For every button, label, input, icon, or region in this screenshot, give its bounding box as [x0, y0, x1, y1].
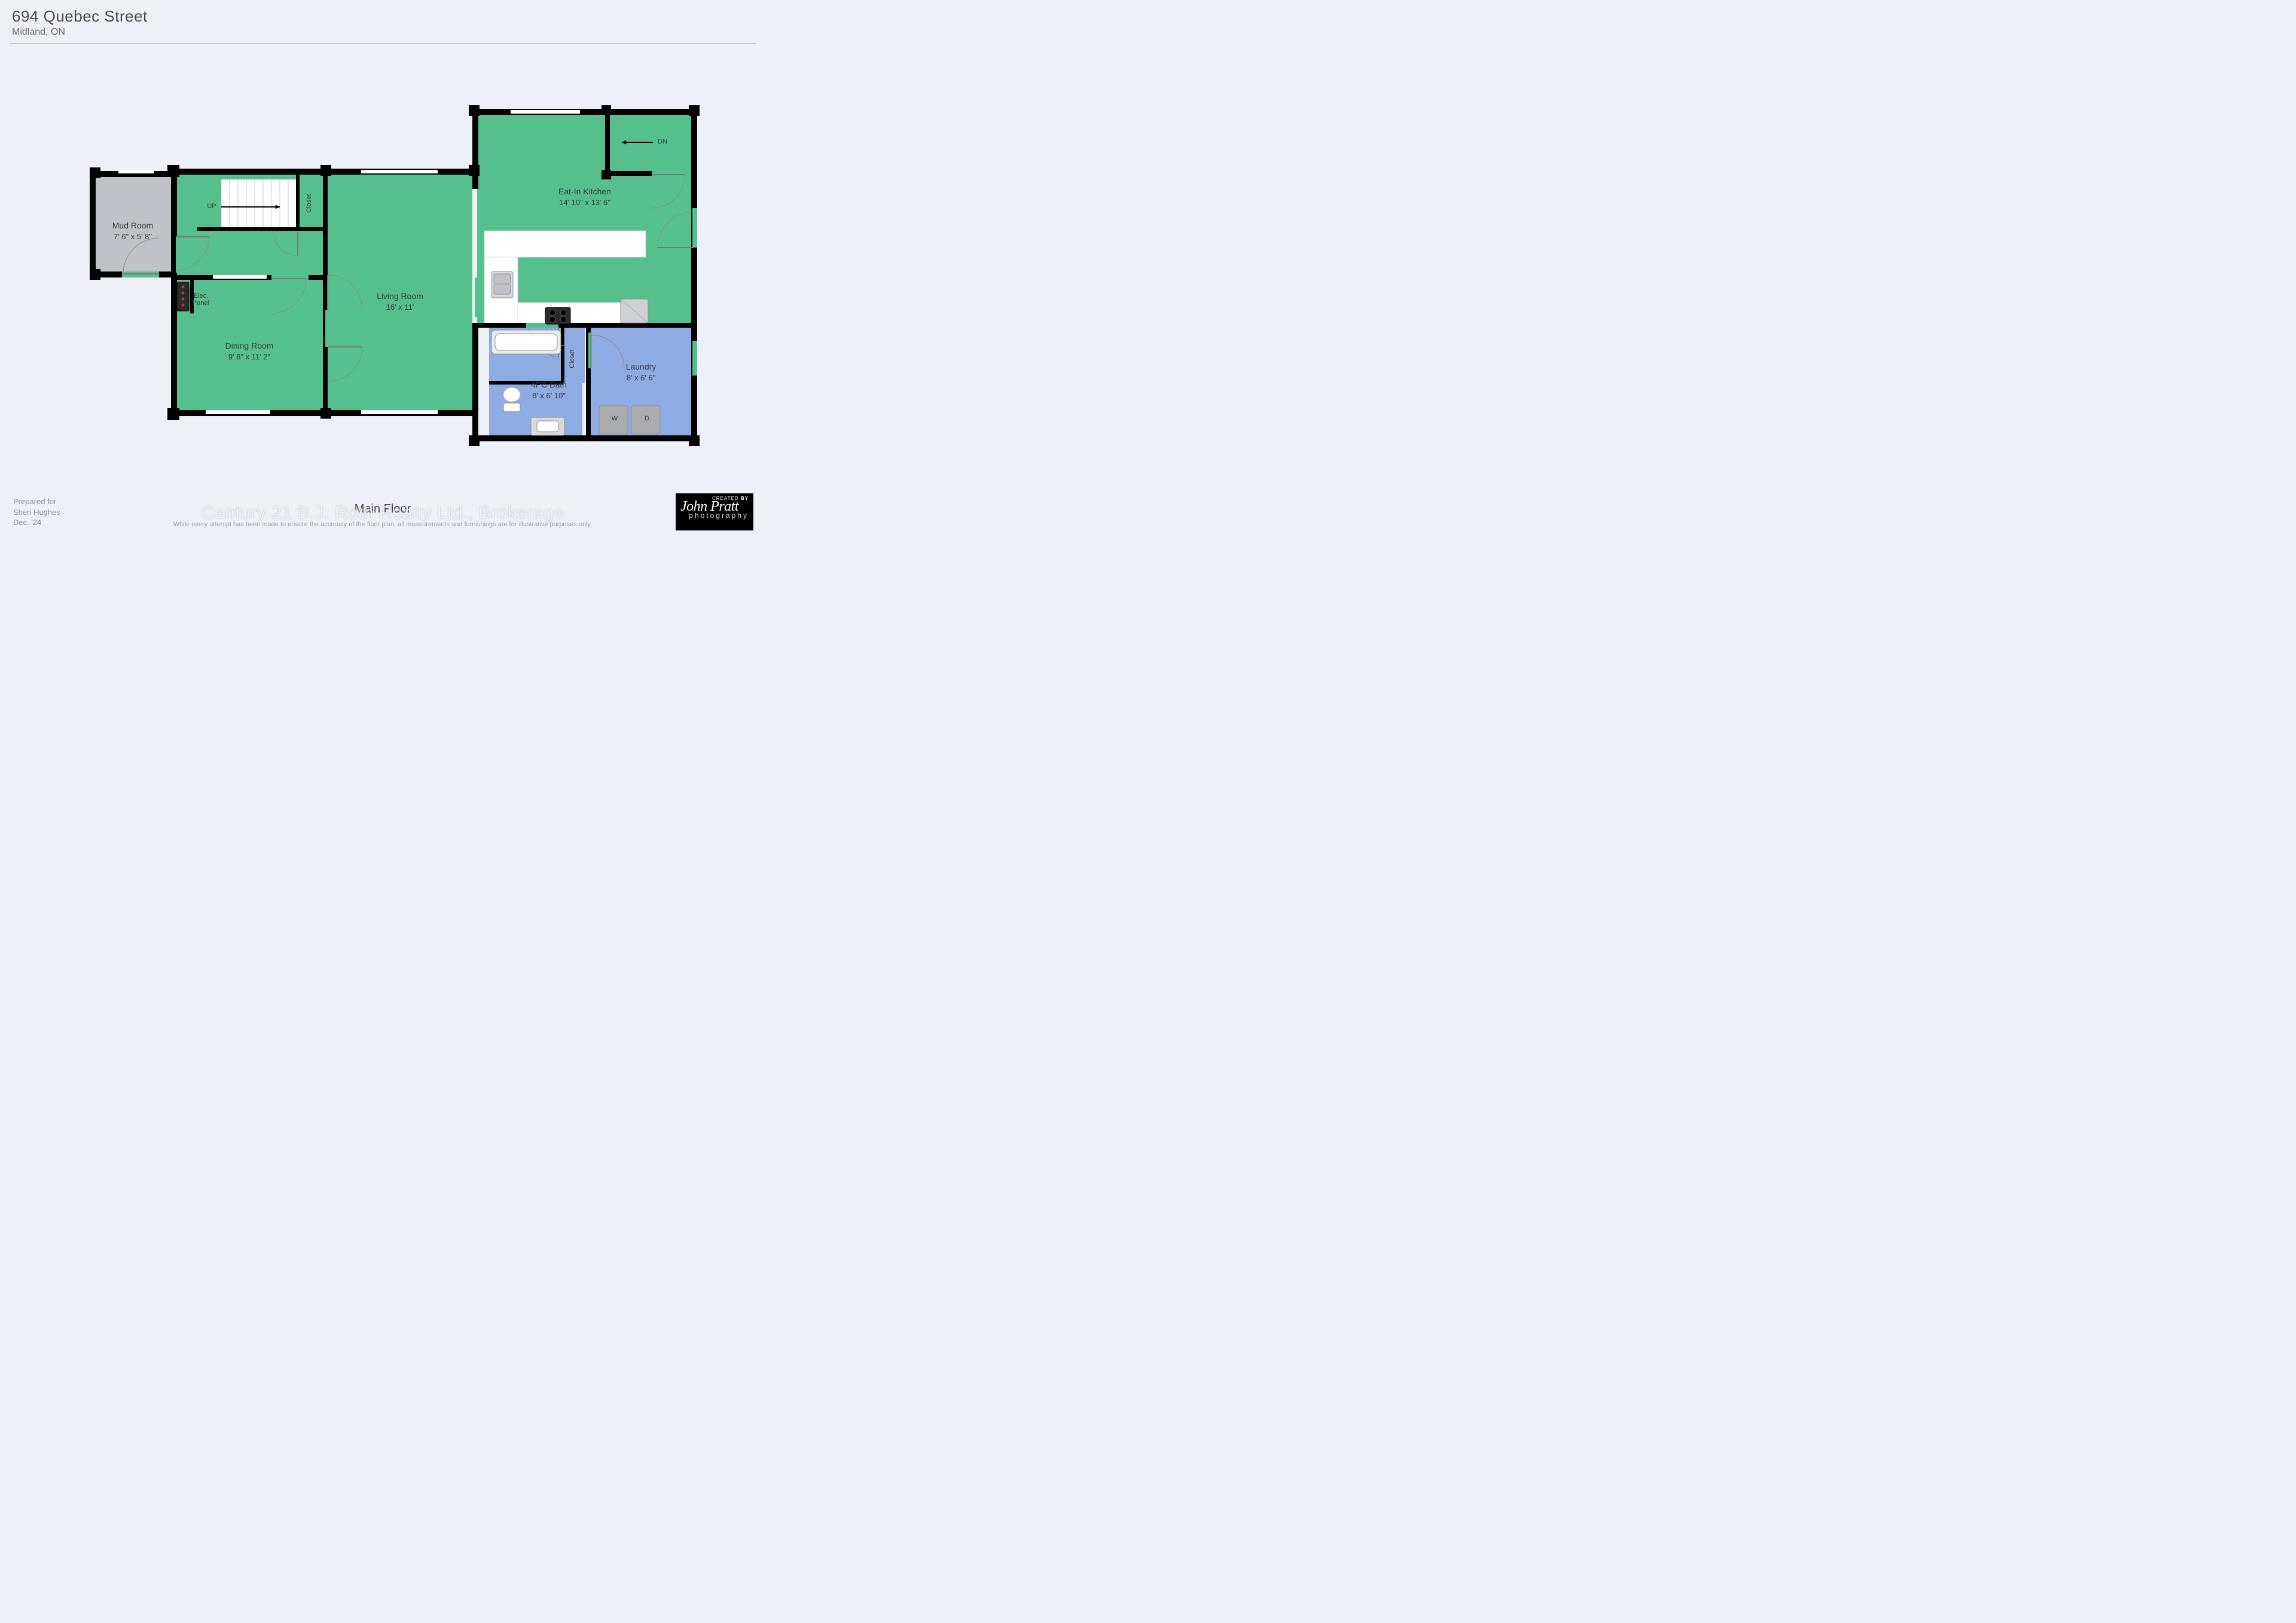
prepared-label: Prepared for [13, 496, 60, 507]
wall-pilaster [689, 105, 700, 116]
disclaimer-text: While every attempt has been made to ens… [173, 521, 593, 528]
room-stairDN [606, 114, 692, 173]
prepared-name: Sheri Hughes [13, 507, 60, 518]
wall [197, 227, 323, 231]
small-label: DN [658, 138, 667, 145]
address-line: 694 Quebec Street [12, 7, 148, 26]
wall-opening [475, 277, 477, 317]
fixture-toilet [503, 388, 520, 411]
wall-pilaster [167, 408, 179, 420]
counter [484, 231, 646, 257]
header: 694 Quebec Street Midland, ON [12, 7, 148, 38]
prepared-for-block: Prepared for Sheri Hughes Dec. '24 [13, 496, 60, 528]
wall-opening [692, 341, 697, 376]
wall-opening [176, 237, 178, 273]
wall-pilaster [320, 408, 331, 419]
wall [605, 171, 653, 176]
room-label-bathcloset: Closet [569, 349, 576, 368]
stairs [221, 179, 297, 227]
wall [605, 114, 610, 176]
fixture-sink-double [491, 271, 513, 298]
small-label: UP [207, 203, 216, 210]
room-label-dining: Dining Room [225, 341, 274, 350]
fixture-fridge [621, 299, 648, 323]
floor-plan-svg: Mud Room 7' 6" x 5' 8" Dining Room 9' 8" x … [0, 60, 765, 478]
window [361, 170, 438, 173]
wall [472, 323, 478, 441]
header-rule [10, 43, 756, 44]
fixture-tub [491, 330, 561, 354]
wall-pilaster [320, 165, 331, 176]
window [118, 170, 154, 173]
prepared-date: Dec. '24 [13, 517, 60, 528]
wall-pilaster [602, 170, 611, 179]
room-dim-dining: 9' 8" x 11' 2" [228, 352, 271, 361]
wall-pilaster [689, 435, 700, 446]
room-label-laundry: Laundry [626, 362, 657, 371]
counter [518, 303, 637, 324]
small-label: W [612, 415, 618, 422]
wall [90, 171, 96, 276]
wall-pilaster [469, 165, 480, 176]
wall-opening [692, 208, 697, 248]
wall-pilaster [90, 269, 100, 280]
wall-pilaster [469, 435, 480, 446]
window [206, 410, 270, 414]
room-label-living: Living Room [377, 291, 423, 301]
room-dim-living: 16' x 11' [386, 303, 414, 312]
window [213, 275, 267, 279]
small-label: D [645, 415, 649, 422]
room-label-hallcloset: Closet [306, 194, 313, 212]
room-dim-bath: 8' x 6' 10" [532, 391, 566, 400]
floor-title: Main Floor [355, 502, 411, 516]
floor-plan: Mud Room 7' 6" x 5' 8" Dining Room 9' 8" x … [0, 60, 765, 478]
room-dim-laundry: 8' x 6' 6" [627, 373, 656, 382]
small-label: Elec. [194, 292, 208, 300]
wall [472, 109, 697, 115]
room-dim-kitchen: 14' 10" x 13' 6" [559, 198, 610, 207]
wall [296, 173, 300, 230]
wall-opening [298, 233, 323, 238]
logo-subtitle: photography [680, 511, 749, 520]
wall [691, 109, 697, 441]
wall [472, 109, 478, 175]
wall [323, 173, 328, 411]
small-label: Panel [193, 300, 209, 307]
wall-pilaster [90, 167, 100, 178]
room-label-mud: Mud Room [112, 221, 153, 230]
fixture-bath-sink [531, 417, 564, 435]
window [361, 410, 438, 414]
wall [171, 169, 177, 416]
creator-logo: CREATED BY John Pratt photography [676, 493, 753, 530]
wall [472, 435, 697, 441]
city-line: Midland, ON [12, 27, 148, 38]
room-label-kitchen: Eat-In Kitchen [558, 187, 611, 196]
fixture-cooktop [545, 307, 570, 324]
fixture-panel [177, 282, 189, 311]
wall-pilaster [602, 105, 611, 115]
wall-opening [325, 310, 329, 347]
room-label-bath: 4PC Bath [531, 380, 567, 389]
wall-pilaster [469, 105, 480, 116]
wall [472, 323, 692, 328]
room-dim-mud: 7' 6" x 5' 8" [114, 232, 152, 241]
wall-pilaster [167, 165, 179, 177]
window [511, 110, 580, 114]
